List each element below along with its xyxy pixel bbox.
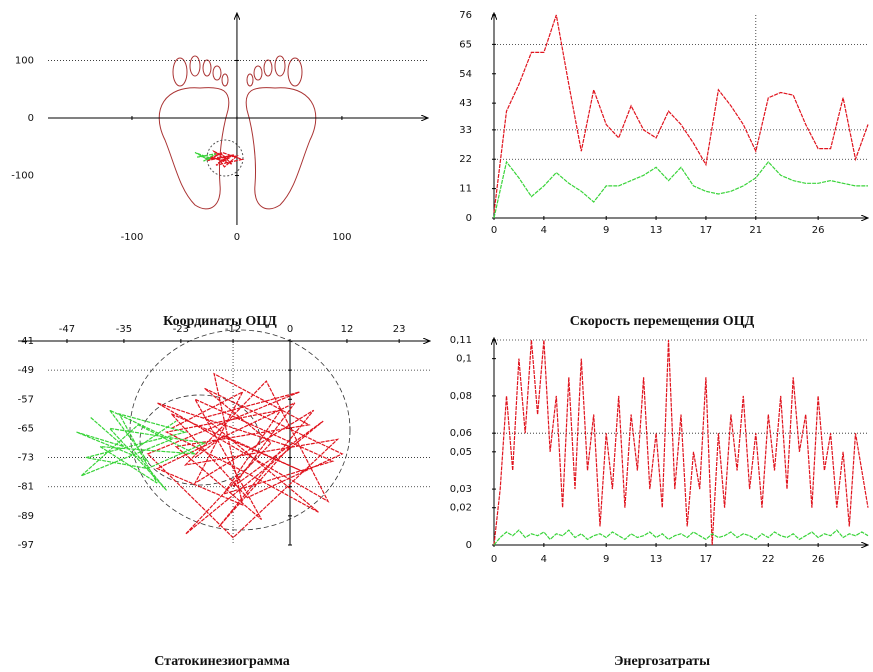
x-tick-label: 26	[812, 554, 825, 565]
series-line	[494, 340, 868, 545]
x-tick-label: 4	[541, 225, 547, 236]
x-tick-label: 22	[762, 554, 775, 565]
y-tick-label: 0,05	[450, 447, 472, 458]
y-tick-label: 22	[459, 154, 472, 165]
x-tick-label: -12	[225, 324, 241, 335]
series-line	[494, 530, 868, 545]
x-tick-label: 0	[287, 324, 293, 335]
series-line	[494, 162, 868, 218]
page: Координаты ОЦД Скорость перемещения ОЦД …	[0, 0, 873, 672]
y-tick-label: 0,02	[450, 503, 472, 514]
x-tick-label: 26	[812, 225, 825, 236]
y-tick-label: 33	[459, 125, 472, 136]
x-tick-label: 17	[700, 225, 713, 236]
y-tick-label: 76	[459, 10, 472, 21]
x-tick-label: 13	[650, 554, 663, 565]
chart-title: Энергозатраты	[614, 654, 710, 669]
x-tick-label: 0	[491, 554, 497, 565]
y-tick-label: -100	[11, 171, 34, 182]
chart-title: Скорость перемещения ОЦД	[570, 314, 755, 329]
y-tick-label: -65	[18, 423, 34, 434]
x-tick-label: 9	[603, 554, 609, 565]
x-tick-label: 17	[700, 554, 713, 565]
y-tick-label: 0,06	[450, 428, 472, 439]
x-tick-label: -23	[173, 324, 189, 335]
x-tick-label: -100	[121, 232, 144, 243]
y-tick-label: 0	[466, 213, 472, 224]
y-tick-label: -73	[18, 453, 34, 464]
y-tick-label: 0,1	[456, 354, 472, 365]
y-tick-label: 43	[459, 98, 472, 109]
y-tick-label: 0,11	[450, 335, 472, 346]
y-tick-label: 11	[459, 184, 472, 195]
y-tick-label: 65	[459, 39, 472, 50]
x-tick-label: 100	[332, 232, 351, 243]
series-line	[77, 410, 205, 490]
y-tick-label: 0	[466, 540, 472, 551]
feet-outline	[159, 56, 316, 209]
x-tick-label: 0	[491, 225, 497, 236]
y-tick-label: 54	[459, 69, 472, 80]
x-tick-label: 13	[650, 225, 663, 236]
y-tick-label: 100	[15, 55, 34, 66]
y-tick-label: -57	[18, 394, 34, 405]
x-tick-label: 23	[393, 324, 406, 335]
y-tick-label: -97	[18, 540, 34, 551]
x-tick-label: -35	[116, 324, 132, 335]
x-tick-label: 12	[341, 324, 354, 335]
y-tick-label: 0	[28, 113, 34, 124]
x-tick-label: 4	[541, 554, 547, 565]
y-tick-label: -81	[18, 482, 34, 493]
y-tick-label: -89	[18, 511, 34, 522]
x-tick-label: 0	[234, 232, 240, 243]
x-tick-label: 9	[603, 225, 609, 236]
x-tick-label: 21	[749, 225, 762, 236]
chart-title: Статокинезиограмма	[154, 654, 290, 669]
y-tick-label: -49	[18, 365, 34, 376]
y-tick-label: 0,03	[450, 484, 472, 495]
x-tick-label: -47	[59, 324, 75, 335]
y-tick-label: 0,08	[450, 391, 472, 402]
y-tick-label: -41	[18, 336, 34, 347]
